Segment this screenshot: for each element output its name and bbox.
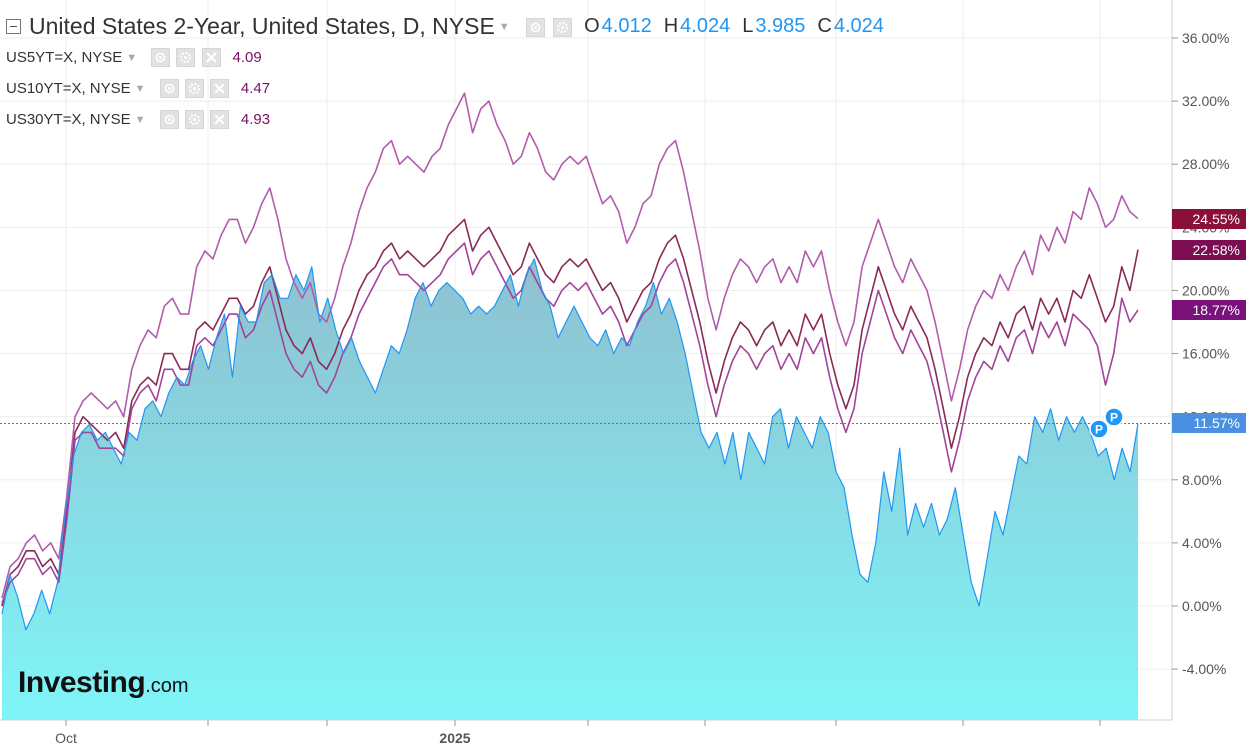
price-badge-us2: 11.57% (1172, 413, 1246, 434)
y-tick-label: 20.00% (1182, 282, 1229, 298)
close-icon[interactable] (209, 79, 229, 98)
overlay-controls (149, 48, 221, 67)
series-line-united-states-2-year (1, 258, 1139, 631)
y-tick-label: 4.00% (1182, 535, 1222, 551)
legend-overlay-row[interactable]: US30YT=X, NYSE ▼ 4.93 (6, 110, 270, 129)
logo-brand: Investing (18, 666, 146, 699)
chevron-down-icon[interactable]: ▼ (498, 20, 510, 33)
y-tick-label: 16.00% (1182, 346, 1229, 362)
collapse-icon[interactable] (6, 19, 21, 34)
chevron-down-icon[interactable]: ▼ (134, 113, 146, 126)
close-icon[interactable] (201, 48, 221, 67)
overlay-controls (158, 110, 229, 129)
chevron-down-icon[interactable]: ▼ (134, 82, 146, 95)
x-tick-label: Oct (55, 730, 77, 746)
y-tick-label: 28.00% (1182, 156, 1229, 172)
line-series (1, 92, 1139, 631)
y-tick-label: 8.00% (1182, 472, 1222, 488)
event-marker[interactable]: P (1104, 407, 1124, 427)
gear-icon[interactable] (553, 18, 573, 38)
main-series-title: United States 2-Year, United States, D, … (29, 13, 495, 39)
event-markers[interactable]: PP (1089, 407, 1124, 439)
price-badge-us10: 18.77% (1172, 299, 1246, 320)
y-tick-label: -4.00% (1182, 661, 1226, 677)
eye-icon[interactable] (525, 18, 545, 38)
logo-suffix: .com (145, 675, 189, 697)
series-line-us5yt-x (1, 218, 1139, 607)
axes (0, 0, 1173, 721)
gear-icon[interactable] (184, 79, 204, 98)
eye-icon[interactable] (151, 48, 171, 67)
x-tick-label: 2025 (439, 730, 470, 746)
y-tick-label: 32.00% (1182, 93, 1229, 109)
chevron-down-icon[interactable]: ▼ (126, 51, 138, 64)
high-value: 4.024 (680, 15, 731, 37)
gear-icon[interactable] (176, 48, 196, 67)
y-tick-label: 36.00% (1182, 30, 1229, 46)
legend-main-row[interactable]: United States 2-Year, United States, D, … (6, 13, 884, 40)
price-badge-us5: 22.58% (1172, 239, 1246, 260)
overlay-controls (158, 79, 229, 98)
legend-overlay-row[interactable]: US5YT=X, NYSE ▼ 4.09 (6, 48, 262, 67)
overlay-name: US30YT=X, NYSE (6, 111, 131, 128)
y-axis-ticks: 36.00%32.00%28.00%24.00%20.00%16.00%12.0… (1172, 30, 1229, 677)
low-value: 3.985 (755, 15, 806, 37)
open-value: 4.012 (601, 15, 652, 37)
overlay-name: US5YT=X, NYSE (6, 49, 123, 66)
overlay-name: US10YT=X, NYSE (6, 80, 131, 97)
x-axis-ticks: Oct 2025 (55, 720, 1101, 746)
area-series (2, 258, 1138, 720)
price-badge-us30: 24.55% (1172, 208, 1246, 229)
open-label: O (584, 15, 600, 37)
eye-icon[interactable] (159, 79, 179, 98)
low-label: L (742, 15, 754, 37)
high-label: H (663, 15, 679, 37)
series-line-us30yt-x (1, 92, 1139, 599)
close-label: C (817, 15, 832, 37)
series-area-us2 (2, 258, 1138, 720)
close-icon[interactable] (209, 110, 229, 129)
y-tick-label: 0.00% (1182, 598, 1222, 614)
legend-overlay-row[interactable]: US10YT=X, NYSE ▼ 4.47 (6, 79, 270, 98)
svg-text:P: P (1110, 411, 1118, 425)
overlay-value: 4.09 (232, 49, 262, 66)
investing-logo: Investing.com (18, 666, 189, 700)
overlay-value: 4.47 (240, 80, 271, 97)
close-value: 4.024 (833, 15, 884, 37)
eye-icon[interactable] (159, 110, 179, 129)
event-marker[interactable]: P (1089, 419, 1109, 439)
gear-icon[interactable] (184, 110, 204, 129)
svg-text:P: P (1095, 423, 1103, 437)
main-controls (524, 13, 573, 40)
series-line-us10yt-x (1, 242, 1139, 604)
overlay-value: 4.93 (240, 111, 271, 128)
